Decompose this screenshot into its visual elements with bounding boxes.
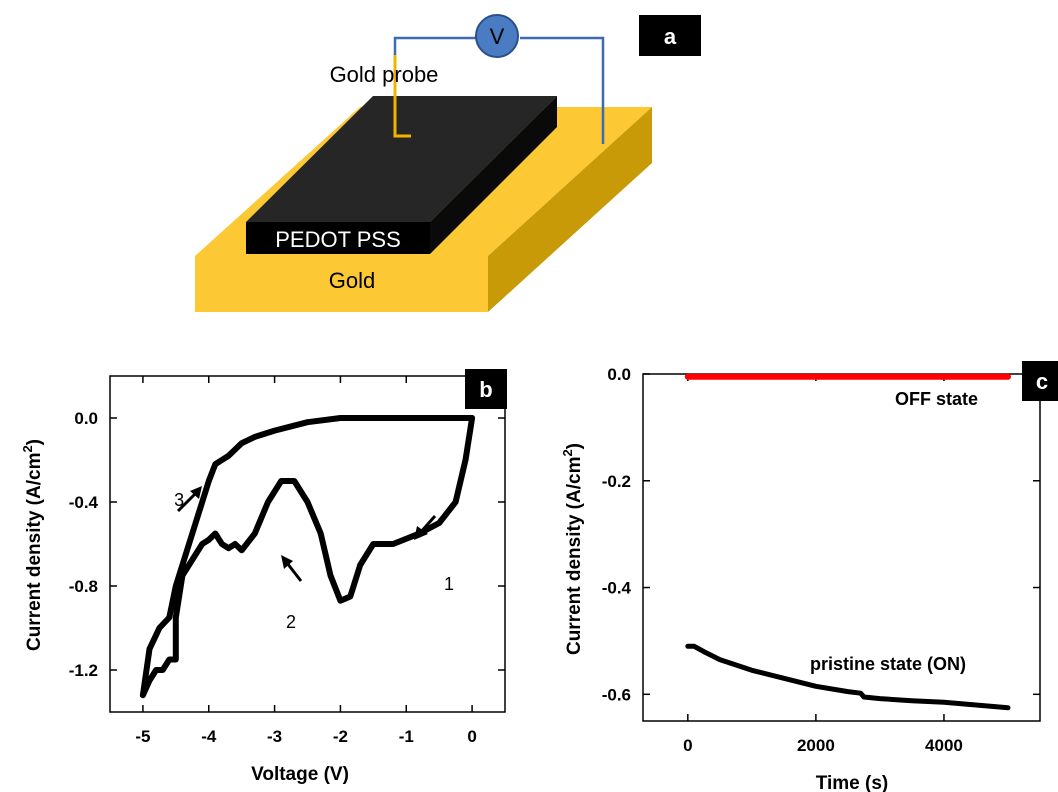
chart-1-xtick-label: 0 xyxy=(683,736,692,755)
chart-1-ytick-label: 0.0 xyxy=(607,365,631,384)
chart-c-ticks: 0 2000 4000 0.0 -0.2 -0.4 -0.6 xyxy=(602,365,1040,755)
chart-1-xtick-label: 2000 xyxy=(797,736,835,755)
chart-0-ytick-label: -0.4 xyxy=(69,493,99,512)
chart-c-ylabel-sup: 2 xyxy=(560,449,575,456)
gold-substrate-side xyxy=(488,107,652,312)
chart-b-xlabel: Voltage (V) xyxy=(251,764,349,785)
pedot-film-top xyxy=(246,96,557,222)
chart-1-ytick-label: -0.6 xyxy=(602,685,631,704)
sweep-arrow-3 xyxy=(176,491,198,513)
panel-b-badge xyxy=(465,369,507,409)
chart-1-series-line xyxy=(685,643,1011,711)
series-label-on: pristine state (ON) xyxy=(810,654,966,674)
chart-0-ytick-label: -0.8 xyxy=(69,577,98,596)
panel-a-label: a xyxy=(664,24,677,49)
chart-c-series xyxy=(684,373,1011,711)
chart-0-ytick-label: -1.2 xyxy=(69,661,98,680)
panel-a-badge xyxy=(639,15,701,56)
chart-c-ylabel-end: ) xyxy=(564,443,585,449)
device-schematic: Gold PEDOT PSS V Gold probe a xyxy=(195,14,701,312)
chart-b-ylabel: Current density (A/cm2) xyxy=(20,439,45,651)
chart-b: -5 -4 -3 -2 -1 0 0.0 -0.4 -0.8 -1.2 1 2 3 Voltage (… xyxy=(20,369,507,785)
chart-1-ytick-label: -0.4 xyxy=(602,579,632,598)
chart-c-xlabel: Time (s) xyxy=(816,773,889,792)
chart-b-ylabel-end: ) xyxy=(24,439,45,445)
film-label: PEDOT PSS xyxy=(275,227,401,252)
chart-1-xtick-label: 4000 xyxy=(925,736,963,755)
chart-c-ylabel-main: Current density (A/cm xyxy=(564,457,585,655)
probe-wire-right xyxy=(520,36,605,144)
chart-0-xtick-label: 0 xyxy=(467,727,476,746)
chart-0-xtick-label: -4 xyxy=(201,727,217,746)
chart-b-ticks: -5 -4 -3 -2 -1 0 0.0 -0.4 -0.8 -1.2 xyxy=(69,376,505,746)
sweep-arrow-3-head xyxy=(190,486,202,499)
chart-0-xtick-label: -2 xyxy=(333,727,348,746)
panel-c-badge xyxy=(1022,361,1058,401)
chart-c-ylabel: Current density (A/cm2) xyxy=(560,443,585,655)
gold-probe xyxy=(393,55,411,138)
chart-b-frame xyxy=(109,375,506,713)
chart-b-annotations xyxy=(176,486,437,582)
chart-b-ylabel-main: Current density (A/cm xyxy=(24,453,45,651)
chart-b-ylabel-sup: 2 xyxy=(20,445,35,452)
series-label-off: OFF state xyxy=(895,389,978,409)
voltmeter-symbol: V xyxy=(490,24,505,49)
chart-b-series: 1 2 3 xyxy=(139,415,476,699)
sweep-arrow-1-head xyxy=(414,526,428,540)
chart-0-xtick-label: -3 xyxy=(267,727,282,746)
chart-c: 0 2000 4000 0.0 -0.2 -0.4 -0.6 OFF state prist… xyxy=(560,361,1058,792)
chart-0-annotation: 2 xyxy=(286,612,296,632)
sweep-arrow-2 xyxy=(285,562,303,582)
chart-0-ytick-label: 0.0 xyxy=(74,409,98,428)
substrate-label: Gold xyxy=(329,268,375,293)
chart-1-ytick-label: -0.2 xyxy=(602,472,631,491)
chart-0-xtick-label: -1 xyxy=(399,727,414,746)
chart-0-annotation: 3 xyxy=(174,490,184,510)
chart-0-series-line xyxy=(139,415,476,699)
probe-label: Gold probe xyxy=(330,62,439,87)
chart-0-xtick-label: -5 xyxy=(135,727,150,746)
pedot-film-front xyxy=(246,222,430,254)
sweep-arrow-2-head xyxy=(281,555,293,569)
gold-substrate-front xyxy=(195,256,488,312)
chart-0-annotation: 1 xyxy=(444,574,454,594)
voltmeter-icon xyxy=(475,14,519,58)
panel-c-label: c xyxy=(1036,369,1048,394)
pedot-film-side xyxy=(430,96,557,254)
panel-b-label: b xyxy=(479,377,492,402)
